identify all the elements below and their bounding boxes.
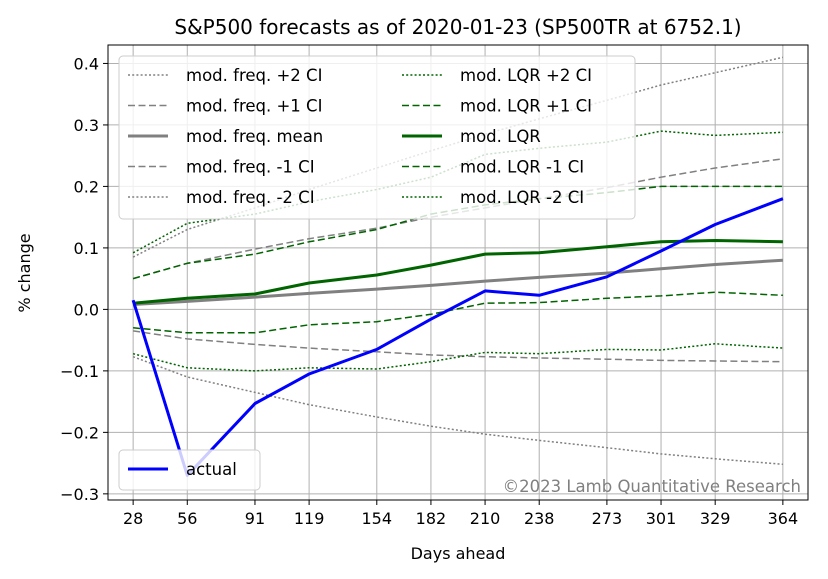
x-tick-label: 154 <box>362 509 393 528</box>
y-tick-label: −0.3 <box>60 485 99 504</box>
x-tick-label: 91 <box>245 509 265 528</box>
watermark: ©2023 Lamb Quantitative Research <box>503 477 801 496</box>
x-tick-label: 28 <box>123 509 143 528</box>
legend-label: mod. freq. +2 CI <box>186 66 322 85</box>
legend-label: mod. LQR +2 CI <box>460 66 592 85</box>
y-tick-label: −0.1 <box>60 362 99 381</box>
series-line-actual <box>131 197 784 477</box>
series-line-mod-lqr-2-ci <box>132 343 783 372</box>
legend-label: actual <box>186 460 237 479</box>
legend-label: mod. LQR <box>460 127 541 146</box>
legend-label: mod. freq. -2 CI <box>186 188 315 207</box>
x-tick-label: 301 <box>646 509 677 528</box>
legend-label: mod. LQR -1 CI <box>460 158 584 177</box>
series-line-mod-lqr-1-ci <box>133 291 783 334</box>
x-tick-label: 364 <box>768 509 799 528</box>
legend-label: mod. LQR -2 CI <box>460 188 584 207</box>
plot-area: 28 56 91 119 154 182 210 238 273 301 329 364 −0.3 −0.… <box>60 44 809 528</box>
series-line-mod-freq-mean <box>133 258 783 306</box>
x-tick-label: 56 <box>177 509 197 528</box>
x-tick-label: 238 <box>524 509 555 528</box>
legend-box <box>118 55 636 220</box>
x-tick-label: 329 <box>700 509 731 528</box>
x-tick-label: 273 <box>592 509 623 528</box>
legend-label: mod. freq. mean <box>186 127 323 146</box>
y-tick-label: −0.2 <box>60 423 99 442</box>
y-axis-label: % change <box>15 233 34 312</box>
legend-label: mod. freq. +1 CI <box>186 97 322 116</box>
x-tick-label: 182 <box>416 509 447 528</box>
legend-box <box>118 449 261 491</box>
plot-frame <box>107 44 809 501</box>
legend-label: mod. LQR +1 CI <box>460 97 592 116</box>
y-tick-label: 0.0 <box>74 300 99 319</box>
y-tick-label: 0.2 <box>74 177 99 196</box>
x-axis-label: Days ahead <box>411 544 506 563</box>
y-tick-label: 0.1 <box>74 239 99 258</box>
legend-main: mod. freq. +2 CI mod. freq. +1 CI mod. fre… <box>118 55 636 220</box>
x-tick-label: 119 <box>294 509 325 528</box>
chart-title: S&P500 forecasts as of 2020-01-23 (SP500… <box>174 15 741 39</box>
y-tick-label: 0.3 <box>74 116 99 135</box>
series-line-mod-freq-2-ci <box>132 355 783 466</box>
series-line-mod-lqr-1-ci <box>132 185 783 280</box>
legend-label: mod. freq. -1 CI <box>186 158 315 177</box>
x-tick-label: 210 <box>470 509 501 528</box>
series-line-mod-lqr <box>132 239 783 305</box>
y-tick-label: 0.4 <box>74 54 99 73</box>
series-line-mod-freq-1-ci <box>132 330 783 363</box>
legend-actual: actual <box>118 449 261 491</box>
